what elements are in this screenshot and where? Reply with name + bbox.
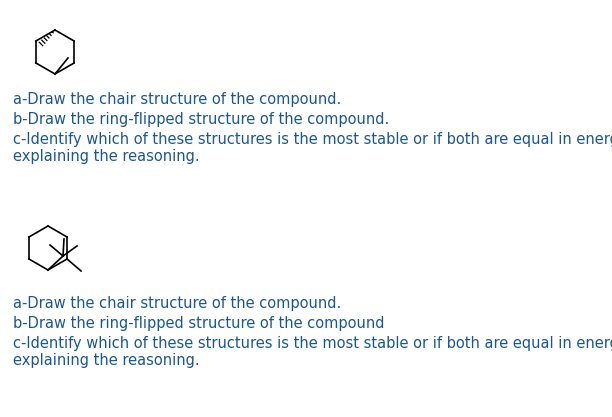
Text: explaining the reasoning.: explaining the reasoning. (13, 149, 200, 164)
Text: b-Draw the ring-flipped structure of the compound.: b-Draw the ring-flipped structure of the… (13, 112, 389, 127)
Text: explaining the reasoning.: explaining the reasoning. (13, 353, 200, 368)
Text: c-Identify which of these structures is the most stable or if both are equal in : c-Identify which of these structures is … (13, 336, 612, 351)
Text: a-Draw the chair structure of the compound.: a-Draw the chair structure of the compou… (13, 92, 341, 107)
Text: c-Identify which of these structures is the most stable or if both are equal in : c-Identify which of these structures is … (13, 132, 612, 147)
Text: b-Draw the ring-flipped structure of the compound: b-Draw the ring-flipped structure of the… (13, 316, 384, 331)
Text: a-Draw the chair structure of the compound.: a-Draw the chair structure of the compou… (13, 296, 341, 311)
